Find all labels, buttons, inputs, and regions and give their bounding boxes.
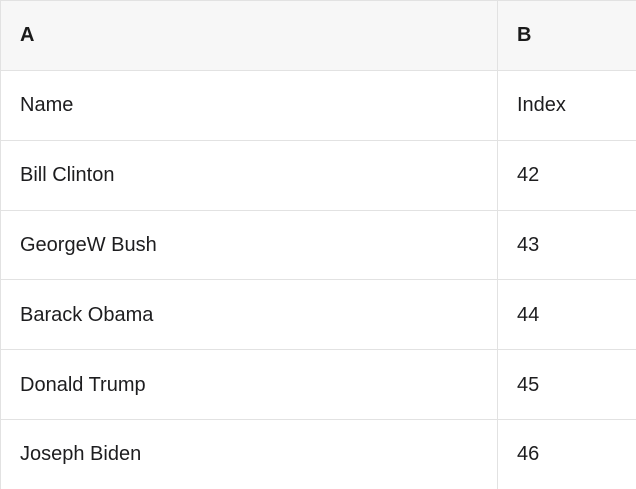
table-row: Donald Trump 45 — [0, 349, 636, 421]
column-header-b[interactable]: B — [497, 0, 636, 71]
cell[interactable]: 44 — [497, 279, 636, 351]
cell[interactable]: 45 — [497, 349, 636, 421]
table-row: Name Index — [0, 69, 636, 141]
cell[interactable]: 46 — [497, 419, 636, 489]
cell[interactable]: Name — [0, 69, 498, 141]
table-row: Joseph Biden 46 — [0, 419, 636, 489]
column-header-a[interactable]: A — [0, 0, 498, 71]
cell[interactable]: Index — [497, 69, 636, 141]
cell[interactable]: 43 — [497, 209, 636, 281]
cell[interactable]: Joseph Biden — [0, 419, 498, 489]
cell[interactable]: 42 — [497, 139, 636, 211]
table-row: Bill Clinton 42 — [0, 139, 636, 211]
table-row: Barack Obama 44 — [0, 279, 636, 351]
cell[interactable]: Barack Obama — [0, 279, 498, 351]
cell[interactable]: Donald Trump — [0, 349, 498, 421]
column-header-row: A B — [0, 0, 636, 71]
cell[interactable]: GeorgeW Bush — [0, 209, 498, 281]
cell[interactable]: Bill Clinton — [0, 139, 498, 211]
table-row: GeorgeW Bush 43 — [0, 209, 636, 281]
